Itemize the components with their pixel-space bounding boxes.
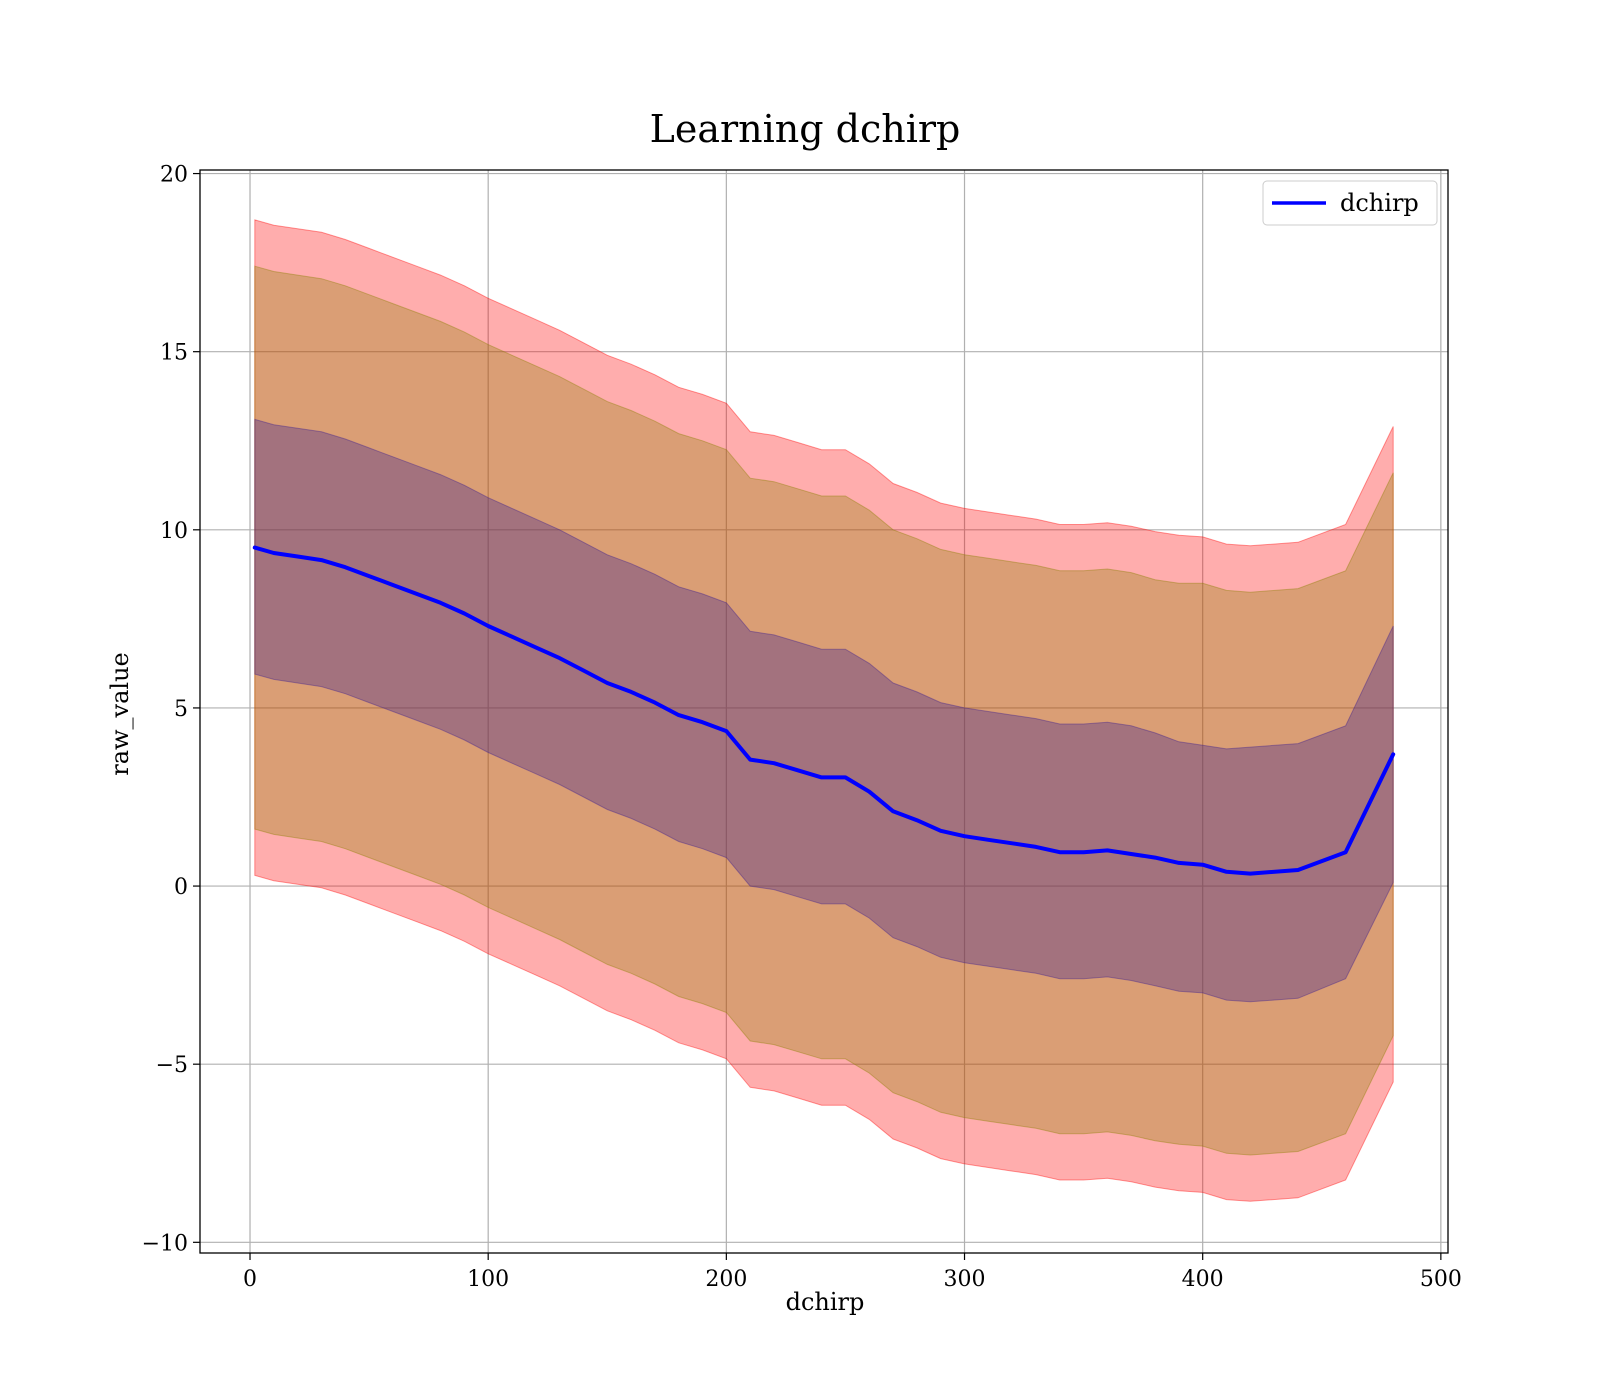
y-tick-label: −10 xyxy=(142,1231,188,1256)
x-tick-label: 200 xyxy=(705,1267,747,1292)
legend: dchirp xyxy=(1262,180,1438,226)
x-axis-label: dchirp xyxy=(786,1288,865,1316)
y-tick-label: 5 xyxy=(174,697,188,722)
band-outer xyxy=(254,219,1394,1202)
x-tick-label: 0 xyxy=(243,1267,257,1292)
legend-label: dchirp xyxy=(1340,189,1419,217)
band-middle xyxy=(254,265,1394,1156)
y-axis-label: raw_value xyxy=(106,652,134,776)
x-tick-label: 100 xyxy=(467,1267,509,1292)
y-tick-label: 20 xyxy=(160,163,188,188)
y-tick-label: −5 xyxy=(156,1053,188,1078)
y-tick-label: 10 xyxy=(160,519,188,544)
x-tick-label: 400 xyxy=(1182,1267,1224,1292)
series-lines xyxy=(252,545,1396,876)
grid xyxy=(200,170,1448,1253)
band-inner xyxy=(254,418,1394,1003)
chart-title: Learning dchirp xyxy=(650,107,961,151)
y-tick-label: 0 xyxy=(174,875,188,900)
y-tick-label: 15 xyxy=(160,341,188,366)
series-line-dchirp xyxy=(252,545,1396,876)
plot-frame xyxy=(199,169,1449,1254)
legend-box xyxy=(1262,180,1438,226)
x-axis-ticks: 0 100 200 300 400 500 xyxy=(243,1253,1462,1292)
y-axis-ticks: −10 −5 0 5 10 15 20 xyxy=(142,163,200,1256)
confidence-bands xyxy=(254,219,1394,1202)
x-tick-label: 500 xyxy=(1420,1267,1462,1292)
x-tick-label: 300 xyxy=(944,1267,986,1292)
